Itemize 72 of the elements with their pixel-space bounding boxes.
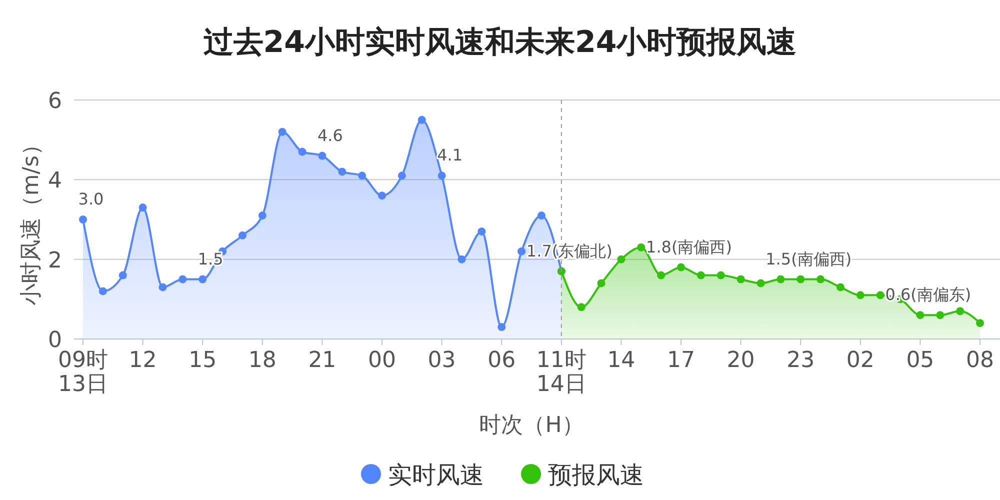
x-tick-label: 06 — [488, 348, 516, 373]
point — [298, 148, 306, 156]
point — [617, 255, 626, 264]
point — [537, 212, 546, 220]
data-label: 0.6(南偏东) — [885, 285, 972, 304]
point — [816, 275, 825, 284]
point — [258, 212, 266, 220]
y-tick-label: 4 — [48, 168, 62, 194]
y-tick-label: 2 — [48, 248, 62, 274]
point — [696, 271, 705, 280]
point — [716, 271, 725, 280]
point — [378, 192, 386, 200]
point — [876, 291, 884, 300]
point — [79, 216, 87, 224]
point — [796, 275, 805, 284]
point — [936, 311, 944, 320]
point — [956, 307, 964, 316]
point — [498, 323, 506, 332]
data-label: 4.1 — [437, 146, 463, 165]
x-tick-label: 23 — [786, 348, 815, 373]
data-label: 3.0 — [78, 190, 104, 208]
x-tick-label: 12 — [128, 348, 157, 373]
point — [198, 275, 207, 284]
point — [138, 204, 147, 212]
point — [736, 275, 745, 284]
point — [478, 227, 486, 236]
point — [318, 152, 326, 160]
point — [916, 311, 924, 320]
x-tick-label: 18 — [248, 348, 276, 373]
point — [458, 255, 466, 264]
point — [976, 319, 984, 328]
point — [358, 172, 366, 180]
point — [118, 271, 127, 280]
point — [178, 275, 187, 284]
chart-title: 过去24小时实时风速和未来24小时预报风速 — [203, 25, 797, 60]
point — [158, 283, 167, 292]
point — [238, 231, 246, 240]
point — [637, 243, 646, 252]
legend-label: 实时风速 — [388, 461, 484, 489]
x-tick-label: 17 — [667, 348, 695, 373]
x-tick-label: 02 — [846, 348, 874, 373]
data-label: 1.5(南偏西) — [766, 249, 852, 268]
x-tick-label: 14 — [607, 348, 636, 373]
y-tick-label: 6 — [48, 89, 62, 114]
x-axis-title: 时次（H） — [479, 413, 584, 438]
point — [438, 172, 446, 180]
point — [418, 116, 426, 124]
x-tick-label: 15 — [188, 348, 217, 373]
point — [577, 303, 586, 312]
point — [756, 279, 765, 288]
point — [677, 263, 685, 272]
data-label: 1.8(南偏西) — [646, 237, 732, 256]
point — [776, 275, 785, 284]
point — [398, 172, 406, 180]
y-axis-title: 小时风速（m/s） — [19, 133, 44, 306]
data-label: 4.6 — [317, 126, 343, 145]
x-tick-label: 21 — [308, 348, 336, 373]
point — [278, 128, 286, 136]
x-tick-label: 08 — [966, 348, 994, 373]
point — [597, 279, 606, 288]
point — [98, 287, 107, 296]
point — [836, 283, 844, 292]
x-tick-label: 11时 14日 — [536, 348, 586, 397]
point — [657, 271, 666, 280]
point — [518, 247, 526, 256]
x-tick-label: 05 — [906, 348, 934, 373]
legend-label: 预报风速 — [548, 461, 644, 489]
point — [338, 168, 346, 176]
point — [856, 291, 864, 300]
x-tick-label: 00 — [368, 348, 396, 373]
x-tick-label: 20 — [726, 348, 755, 373]
x-tick-label: 03 — [428, 348, 456, 373]
